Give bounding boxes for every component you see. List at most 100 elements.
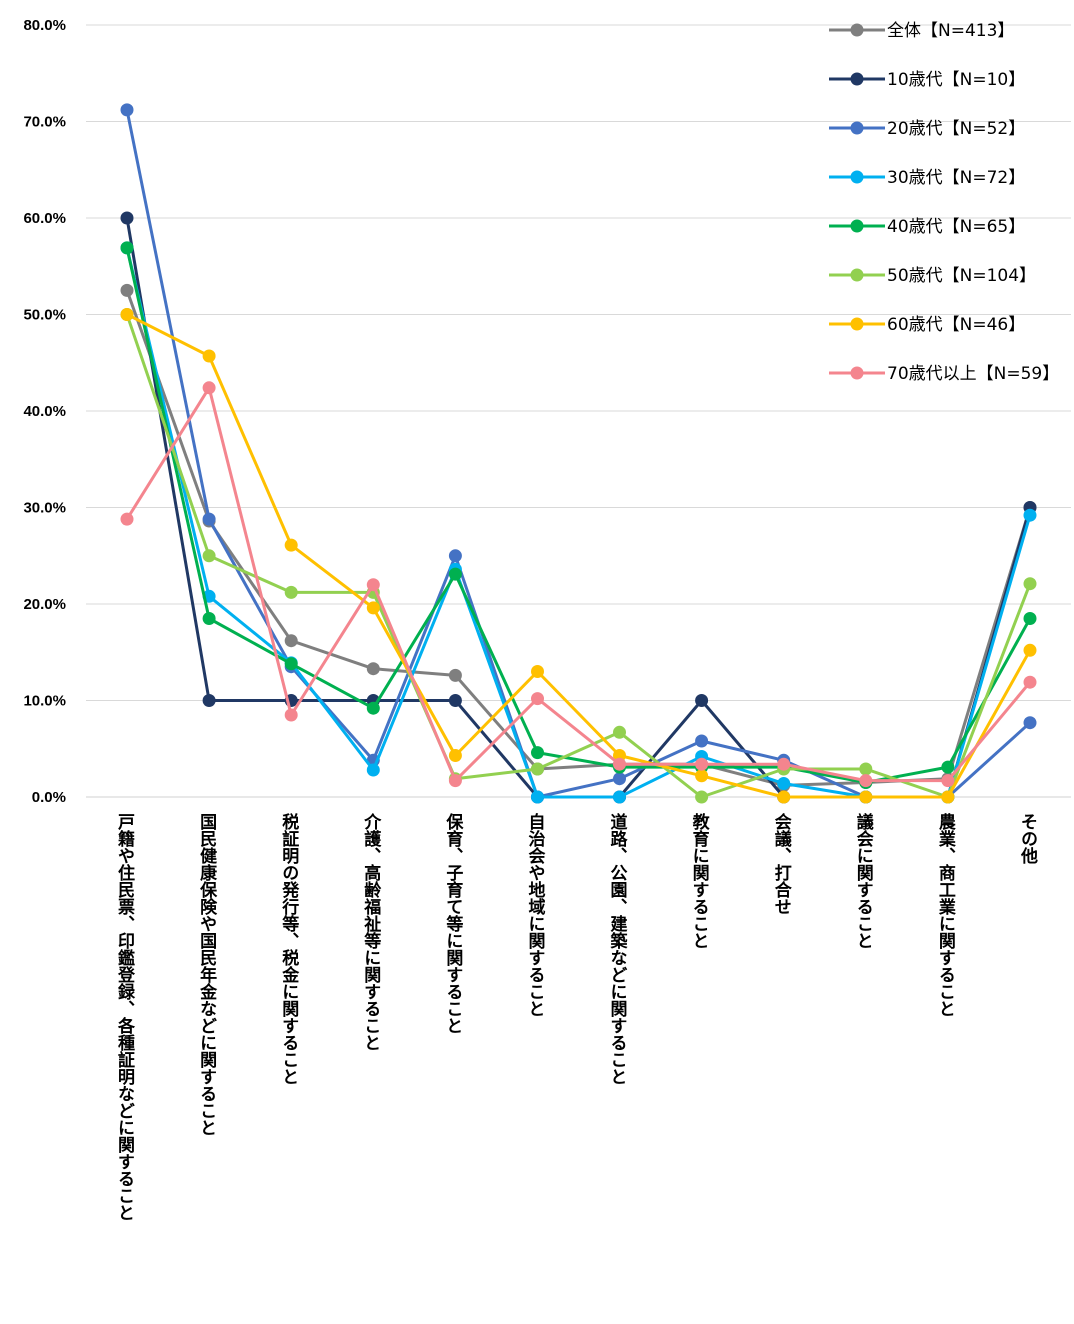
y-tick-label: 20.0% — [23, 596, 66, 613]
data-point — [1023, 675, 1037, 689]
data-point — [366, 701, 380, 715]
legend-swatch-marker — [850, 170, 864, 184]
legend-swatch-marker — [850, 121, 864, 135]
data-point — [284, 538, 298, 552]
y-tick-label: 50.0% — [23, 307, 66, 324]
legend-entry: 30歳代【N=72】 — [829, 168, 1025, 188]
legend-swatch-marker — [850, 72, 864, 86]
series-line — [125, 386, 1032, 783]
data-point — [859, 774, 873, 788]
data-point — [120, 308, 134, 321]
series-line — [125, 314, 1032, 799]
legend-entry: 70歳代以上【N=59】 — [829, 364, 1059, 384]
x-category-label: 戸籍や住民票、印鑑登録、各種証明などに関すること — [114, 813, 136, 1221]
data-point — [531, 790, 544, 804]
legend-entry: 全体【N=413】 — [829, 21, 1014, 41]
data-point — [531, 665, 544, 678]
legend-entry: 10歳代【N=10】 — [829, 70, 1025, 90]
series-line — [126, 313, 1032, 799]
data-point — [202, 349, 216, 363]
legend-swatch-marker — [850, 219, 864, 233]
data-point — [448, 549, 462, 563]
data-point — [120, 103, 134, 117]
data-point — [695, 790, 709, 804]
y-tick-label: 0.0% — [32, 789, 66, 806]
data-point — [531, 746, 544, 760]
y-tick-label: 60.0% — [23, 210, 66, 227]
data-point — [448, 694, 462, 707]
data-point — [1023, 508, 1037, 522]
data-point — [366, 578, 380, 592]
data-point — [448, 668, 462, 682]
legend-swatch-marker — [850, 366, 864, 380]
data-point — [202, 512, 216, 526]
series-0 — [120, 283, 1037, 792]
data-point — [941, 760, 955, 774]
data-point — [202, 694, 216, 707]
x-category-label: 介護、高齢福祉等に関すること — [360, 812, 382, 1051]
legend-swatch-marker — [850, 23, 864, 37]
legend-swatch-marker — [850, 268, 864, 282]
data-point — [366, 763, 380, 777]
legend-label: 30歳代【N=72】 — [887, 168, 1025, 188]
legend-label: 50歳代【N=104】 — [887, 266, 1036, 286]
legend-entry: 60歳代【N=46】 — [829, 315, 1025, 335]
x-category-label: その他 — [1017, 813, 1039, 864]
data-point — [1023, 577, 1037, 591]
x-category-label: 税証明の発行等、税金に関すること — [278, 812, 300, 1085]
data-point — [366, 662, 380, 676]
data-point — [613, 772, 626, 786]
data-point — [284, 708, 298, 722]
data-point — [613, 757, 626, 771]
x-category-label: 自治会や地域に関すること — [525, 812, 546, 1017]
data-point — [777, 777, 791, 790]
data-point — [120, 241, 134, 255]
data-point — [613, 790, 626, 804]
y-tick-label: 10.0% — [23, 693, 66, 710]
data-point — [366, 601, 380, 615]
data-point — [448, 567, 462, 581]
x-category-label: 農業、商工業に関すること — [935, 812, 956, 1017]
data-point — [695, 694, 709, 707]
x-category-label: 会議、打合せ — [771, 812, 792, 915]
x-category-label: 教育に関すること — [689, 812, 711, 949]
data-point — [777, 757, 791, 771]
y-tick-label: 30.0% — [23, 500, 66, 517]
series-lines — [120, 103, 1037, 804]
data-point — [531, 762, 544, 776]
data-point — [941, 790, 955, 804]
data-point — [695, 757, 709, 771]
series-6 — [120, 308, 1037, 804]
legend: 全体【N=413】 10歳代【N=10】 20歳代【N=52】 30歳代【N=72】 4… — [829, 21, 1059, 384]
x-category-label: 議会に関すること — [853, 812, 874, 949]
data-point — [284, 657, 298, 671]
series-7 — [120, 381, 1037, 788]
legend-label: 10歳代【N=10】 — [887, 70, 1025, 90]
series-line — [125, 109, 1032, 799]
legend-entry: 20歳代【N=52】 — [829, 119, 1025, 139]
data-point — [202, 549, 216, 563]
category-labels: 戸籍や住民票、印鑑登録、各種証明などに関すること 国民健康保険や国民年金などに関す… — [114, 812, 1039, 1221]
y-tick-label: 40.0% — [23, 403, 66, 420]
data-point — [859, 762, 873, 776]
data-point — [695, 769, 709, 783]
legend-swatch-marker — [850, 317, 864, 331]
legend-label: 60歳代【N=46】 — [887, 315, 1025, 335]
data-point — [941, 774, 955, 788]
gridlines — [86, 24, 1071, 701]
legend-entry: 50歳代【N=104】 — [829, 266, 1036, 286]
data-point — [613, 725, 626, 739]
data-point — [1023, 643, 1037, 657]
data-point — [202, 612, 216, 625]
data-point — [448, 774, 462, 788]
series-2 — [120, 103, 1037, 804]
legend-label: 20歳代【N=52】 — [887, 119, 1025, 139]
data-point — [695, 734, 709, 748]
legend-label: 40歳代【N=65】 — [887, 217, 1025, 237]
x-category-label: 保育、子育て等に関すること — [442, 812, 464, 1034]
x-category-label: 道路、公園、建築などに関すること — [607, 812, 629, 1085]
data-point — [1023, 716, 1037, 730]
data-point — [859, 790, 873, 804]
data-point — [448, 749, 462, 762]
